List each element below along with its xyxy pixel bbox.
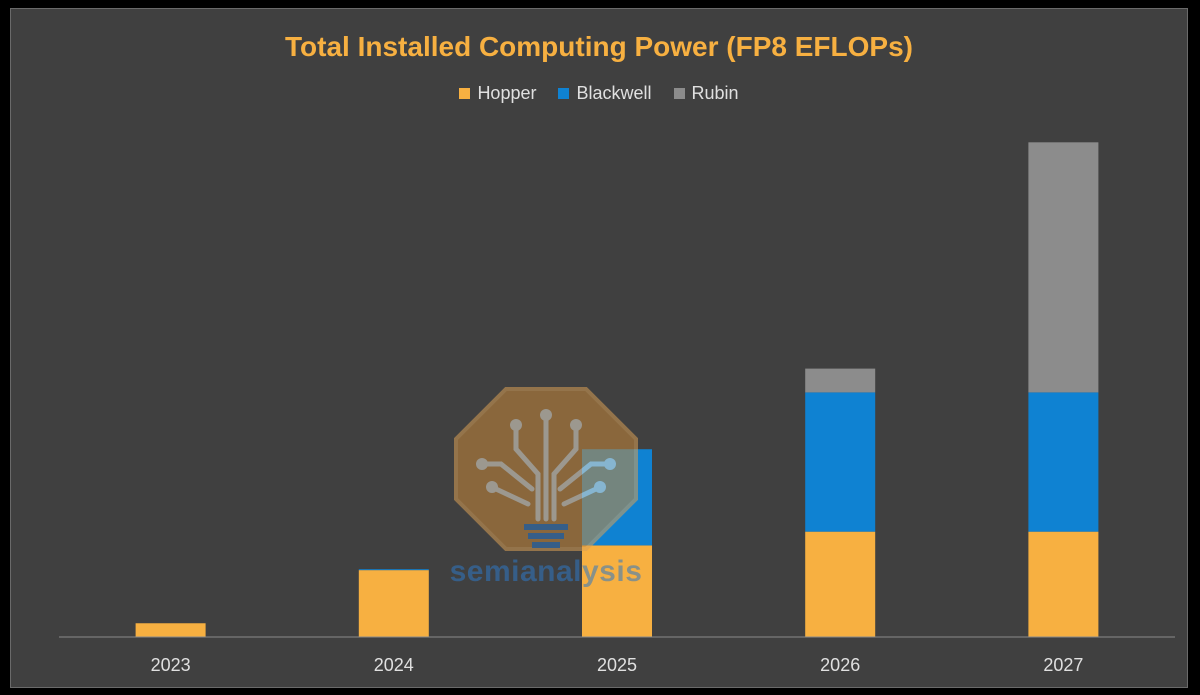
x-tick-label-2027: 2027 [1043,655,1083,675]
legend-item-hopper: Hopper [459,83,536,104]
legend-swatch-hopper [459,88,471,99]
bar-rubin-2027 [1028,142,1099,393]
x-tick-label-2023: 2023 [151,655,191,675]
legend-label-rubin: Rubin [691,83,739,103]
bar-hopper-2026 [805,531,876,637]
chart-frame: Total Installed Computing Power (FP8 EFL… [10,8,1188,688]
bar-blackwell-2024 [358,569,429,571]
legend-item-blackwell: Blackwell [558,83,652,104]
x-tick-label-2024: 2024 [374,655,414,675]
x-tick-label-2025: 2025 [597,655,637,675]
bar-blackwell-2025 [582,449,652,546]
x-tick-label-2026: 2026 [820,655,860,675]
legend-item-rubin: Rubin [673,83,739,104]
bars-group [135,142,1099,637]
legend-swatch-blackwell [558,88,570,99]
bar-hopper-2025 [582,545,652,637]
legend-label-blackwell: Blackwell [576,83,652,103]
bar-hopper-2027 [1028,531,1099,637]
legend-label-hopper: Hopper [477,83,537,103]
bar-hopper-2023 [135,623,206,637]
chart-title: Total Installed Computing Power (FP8 EFL… [285,31,913,62]
bar-hopper-2024 [358,570,429,637]
legend: Hopper Blackwell Rubin [11,83,1187,104]
x-tick-labels: 2023 2024 2025 2026 2027 [151,655,1084,675]
bar-chart-plot: 2023 2024 2025 2026 2027 [59,142,1175,675]
legend-swatch-rubin [673,88,685,99]
bar-blackwell-2026 [805,392,876,532]
bar-blackwell-2027 [1028,392,1099,532]
bar-rubin-2026 [805,368,876,393]
